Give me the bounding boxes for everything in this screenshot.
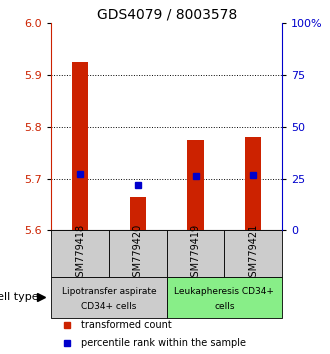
Text: cells: cells xyxy=(214,302,235,311)
Text: GSM779420: GSM779420 xyxy=(133,224,143,283)
Text: GSM779421: GSM779421 xyxy=(248,224,258,283)
Text: Lipotransfer aspirate: Lipotransfer aspirate xyxy=(62,287,156,296)
Title: GDS4079 / 8003578: GDS4079 / 8003578 xyxy=(96,8,237,22)
Bar xyxy=(51,277,167,318)
Bar xyxy=(224,230,282,277)
Text: cell type: cell type xyxy=(0,292,38,302)
Bar xyxy=(51,230,109,277)
Bar xyxy=(130,197,146,230)
Bar xyxy=(72,62,88,230)
Text: percentile rank within the sample: percentile rank within the sample xyxy=(81,338,246,348)
Bar xyxy=(167,230,224,277)
Bar xyxy=(187,140,204,230)
Text: CD34+ cells: CD34+ cells xyxy=(81,302,137,311)
Bar xyxy=(109,230,167,277)
Bar xyxy=(167,277,282,318)
Text: transformed count: transformed count xyxy=(81,320,172,330)
Text: GSM779418: GSM779418 xyxy=(75,224,85,283)
Text: GSM779419: GSM779419 xyxy=(190,224,201,283)
Text: Leukapheresis CD34+: Leukapheresis CD34+ xyxy=(175,287,274,296)
Bar xyxy=(245,137,261,230)
